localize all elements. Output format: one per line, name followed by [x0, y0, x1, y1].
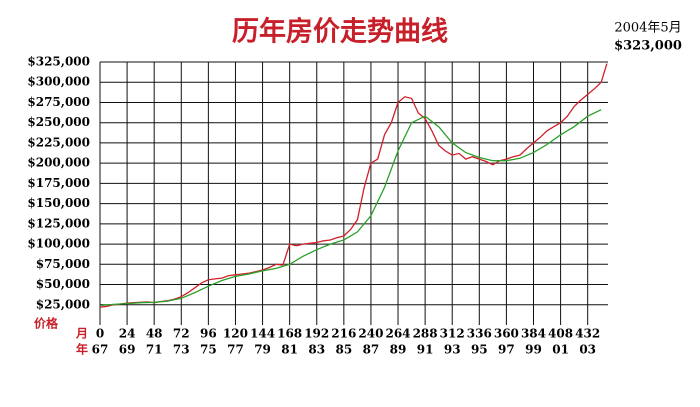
x-tick-label: 192 [304, 327, 329, 341]
x-tick-label: 312 [440, 327, 465, 341]
y-tick-label: $225,000 [27, 135, 90, 149]
y-tick-label: $100,000 [27, 237, 90, 251]
x-tick-label: 408 [548, 327, 573, 341]
x-tick-label: 264 [385, 327, 410, 341]
year-tick-label: 95 [471, 343, 488, 357]
chart-title: 历年房价走势曲线 [232, 16, 448, 48]
year-tick-label: 97 [498, 343, 515, 357]
y-tick-label: $200,000 [27, 156, 90, 170]
year-tick-label: 01 [552, 343, 569, 357]
y-tick-label: $325,000 [27, 55, 90, 69]
year-tick-label: 67 [92, 343, 109, 357]
year-tick-label: 71 [146, 343, 163, 357]
y-tick-label: $175,000 [27, 176, 90, 190]
y-tick-label: $150,000 [27, 196, 90, 210]
x-tick-label: 216 [331, 327, 356, 341]
x-axis-label: 月 [75, 327, 88, 341]
year-tick-label: 77 [227, 343, 244, 357]
year-tick-label: 99 [525, 343, 542, 357]
annotation: $323,000 [614, 39, 682, 54]
year-tick-label: 83 [308, 343, 325, 357]
x-tick-label: 72 [173, 327, 190, 341]
x-tick-label: 288 [413, 327, 438, 341]
year-tick-label: 85 [335, 343, 352, 357]
year-tick-label: 91 [417, 343, 434, 357]
year-tick-label: 75 [200, 343, 217, 357]
x-tick-label: 432 [575, 327, 600, 341]
x-tick-label: 384 [521, 327, 546, 341]
year-tick-label: 89 [390, 343, 407, 357]
year-axis-label: 年 [76, 342, 88, 357]
price-line [99, 63, 608, 308]
x-tick-label: 168 [277, 327, 302, 341]
y-tick-label: $275,000 [27, 95, 90, 109]
x-tick-label: 24 [119, 327, 136, 341]
x-tick-label: 240 [358, 327, 383, 341]
y-tick-label: $250,000 [27, 115, 90, 129]
y-axis-label: 价格 [34, 316, 59, 331]
y-tick-label: $300,000 [27, 75, 90, 89]
x-tick-label: 96 [200, 327, 217, 341]
year-tick-label: 03 [579, 343, 596, 357]
y-tick-label: $50,000 [36, 277, 90, 291]
annotation: 2004年5月 [614, 21, 681, 36]
year-tick-label: 69 [119, 343, 136, 357]
year-tick-label: 73 [173, 343, 190, 357]
year-tick-label: 79 [254, 343, 271, 357]
y-tick-label: $75,000 [36, 257, 90, 271]
price-line [99, 109, 602, 307]
year-tick-label: 93 [444, 343, 461, 357]
year-tick-label: 81 [281, 343, 298, 357]
x-tick-label: 360 [494, 327, 519, 341]
y-tick-label: $125,000 [27, 216, 90, 230]
year-tick-label: 87 [363, 343, 380, 357]
x-tick-label: 48 [146, 327, 163, 341]
y-tick-label: $25,000 [36, 297, 90, 311]
x-tick-label: 0 [96, 327, 104, 341]
x-tick-label: 336 [467, 327, 492, 341]
x-tick-label: 120 [223, 327, 248, 341]
x-tick-label: 144 [250, 327, 275, 341]
